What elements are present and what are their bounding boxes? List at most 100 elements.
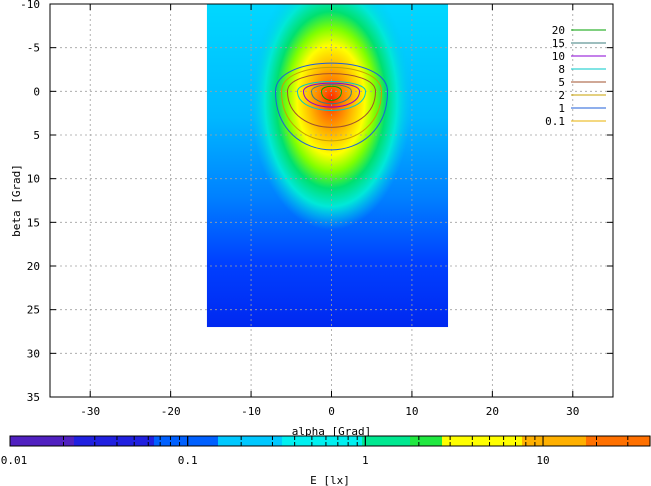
colorbar-cell	[262, 436, 267, 446]
colorbar-cell	[610, 436, 615, 446]
colorbar-cell	[482, 436, 487, 446]
colorbar-tick-label: 1	[362, 454, 369, 467]
colorbar-cell	[18, 436, 23, 446]
x-tick-label: 30	[566, 405, 579, 418]
colorbar-cell	[518, 436, 523, 446]
colorbar-cell	[362, 436, 367, 446]
colorbar-cell	[370, 436, 375, 446]
colorbar-cell	[282, 436, 287, 446]
colorbar-cell	[174, 436, 179, 446]
colorbar-cell	[634, 436, 639, 446]
contour-line-1	[274, 62, 389, 151]
legend-label: 1	[558, 102, 565, 115]
colorbar-cell	[646, 436, 651, 446]
colorbar-cell	[306, 436, 311, 446]
x-tick-label: 0	[328, 405, 335, 418]
colorbar-cell	[538, 436, 543, 446]
colorbar-cell	[86, 436, 91, 446]
colorbar-cell	[606, 436, 611, 446]
contour-line-2	[280, 66, 383, 142]
colorbar-cell	[242, 436, 247, 446]
colorbar-cell	[586, 436, 591, 446]
colorbar-cell	[134, 436, 139, 446]
colorbar-tick-label: 10	[536, 454, 549, 467]
colorbar-cell	[446, 436, 451, 446]
contour-line-5	[286, 73, 377, 128]
colorbar-cell	[366, 436, 371, 446]
colorbar-cell	[430, 436, 435, 446]
colorbar-cell	[346, 436, 351, 446]
colorbar-cell	[546, 436, 551, 446]
colorbar-cell	[422, 436, 427, 446]
colorbar-cell	[578, 436, 583, 446]
colorbar-cell	[354, 436, 359, 446]
colorbar-cell	[458, 436, 463, 446]
colorbar-cell	[194, 436, 199, 446]
colorbar-cell	[622, 436, 627, 446]
y-tick-label: 20	[27, 260, 40, 273]
x-axis-label: alpha [Grad]	[292, 425, 371, 438]
legend-label: 2	[558, 89, 565, 102]
colorbar-cell	[342, 436, 347, 446]
colorbar-cell	[598, 436, 603, 446]
colorbar-cell	[14, 436, 19, 446]
colorbar-cell	[150, 436, 155, 446]
colorbar-cell	[414, 436, 419, 446]
colorbar-cell	[418, 436, 423, 446]
colorbar-cell	[162, 436, 167, 446]
colorbar-cell	[494, 436, 499, 446]
colorbar-cell	[570, 436, 575, 446]
colorbar-cell	[438, 436, 443, 446]
colorbar-cell	[554, 436, 559, 446]
colorbar-cell	[638, 436, 643, 446]
colorbar-cell	[118, 436, 123, 446]
colorbar-cell	[310, 436, 315, 446]
colorbar-cell	[154, 436, 159, 446]
colorbar-cell	[142, 436, 147, 446]
contour-line-10	[302, 82, 361, 108]
colorbar-cell	[510, 436, 515, 446]
colorbar-cell	[410, 436, 415, 446]
colorbar-cell	[550, 436, 555, 446]
colorbar-cell	[530, 436, 535, 446]
colorbar-cell	[398, 436, 403, 446]
colorbar-cell	[514, 436, 519, 446]
colorbar-cell	[294, 436, 299, 446]
x-tick-label: 10	[405, 405, 418, 418]
x-tick-label: -30	[80, 405, 100, 418]
colorbar-cell	[274, 436, 279, 446]
colorbar-cell	[114, 436, 119, 446]
heatmap-layer	[206, 4, 449, 328]
colorbar-cell	[454, 436, 459, 446]
colorbar-cell	[74, 436, 79, 446]
colorbar-cell	[382, 436, 387, 446]
colorbar-cell	[594, 436, 599, 446]
colorbar-cell	[26, 436, 31, 446]
legend-label: 20	[552, 24, 565, 37]
colorbar-cell	[298, 436, 303, 446]
colorbar-cell	[582, 436, 587, 446]
colorbar-cell	[130, 436, 135, 446]
colorbar-cell	[474, 436, 479, 446]
colorbar-cell	[626, 436, 631, 446]
colorbar-cell	[94, 436, 99, 446]
colorbar-cell	[190, 436, 195, 446]
legend-label: 10	[552, 50, 565, 63]
colorbar-cell	[126, 436, 131, 446]
colorbar-cell	[234, 436, 239, 446]
colorbar-cell	[210, 436, 215, 446]
colorbar-cell	[10, 436, 15, 446]
colorbar-cell	[330, 436, 335, 446]
y-tick-label: 25	[27, 304, 40, 317]
y-axis-label: beta [Grad]	[10, 164, 23, 237]
x-axis-ticks: -30 -20 -10 0 10 20 30	[80, 4, 579, 418]
colorbar-cell	[102, 436, 107, 446]
colorbar-cell	[66, 436, 71, 446]
colorbar-cell	[630, 436, 635, 446]
x-tick-label: 20	[486, 405, 499, 418]
colorbar-cell	[486, 436, 491, 446]
colorbar-cell	[574, 436, 579, 446]
x-tick-label: -20	[161, 405, 181, 418]
colorbar-tick-label: 0.01	[1, 454, 28, 467]
